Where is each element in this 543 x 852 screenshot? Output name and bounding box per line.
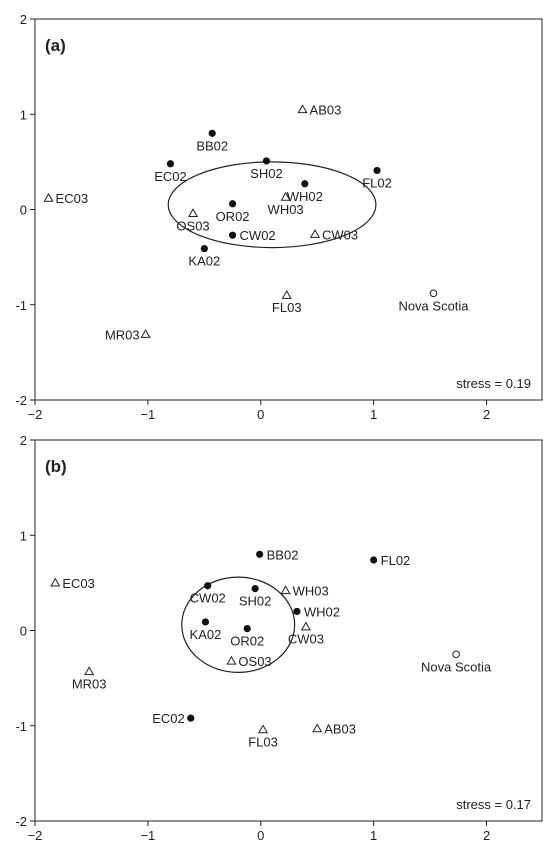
point-label: WH03 (293, 583, 329, 598)
point-label: OR02 (216, 209, 250, 224)
point-marker-nova-scotia (429, 289, 438, 298)
point-marker-2003 (140, 329, 151, 338)
point-marker-2003 (257, 724, 269, 734)
point-marker-2002 (243, 624, 251, 633)
point-marker-2003 (84, 666, 95, 676)
point-label: SH02 (239, 594, 272, 609)
point-label: BB02 (267, 547, 299, 562)
y-tick-label: 1 (20, 107, 27, 122)
point-label: CW02 (190, 591, 226, 606)
point-marker-2003 (300, 621, 311, 631)
point-label: AB03 (324, 722, 356, 737)
point-marker-2002 (201, 618, 210, 626)
point-marker-2002 (293, 607, 301, 616)
point-label: AB03 (310, 102, 342, 117)
y-tick-label: -2 (15, 393, 27, 408)
y-tick-label: -1 (15, 298, 27, 313)
point-label: OS03 (176, 218, 209, 233)
point-marker-2002 (256, 550, 264, 558)
x-tick-label: −1 (140, 828, 155, 843)
y-tick-label: 0 (20, 624, 27, 639)
point-label: WH03 (268, 202, 304, 217)
point-label: SH02 (250, 166, 283, 181)
x-tick-label: −2 (28, 828, 43, 843)
panel-label: (a) (45, 36, 66, 55)
plot-frame (34, 439, 543, 822)
y-tick-label: -1 (15, 719, 27, 734)
point-marker-2002 (301, 180, 309, 188)
point-marker-2003 (280, 191, 291, 201)
point-label: OS03 (238, 654, 271, 669)
point-label: FL03 (272, 300, 302, 315)
x-tick-label: 1 (370, 407, 377, 422)
point-marker-2002 (204, 582, 212, 590)
x-tick-label: 2 (483, 407, 490, 422)
x-tick-label: 2 (483, 828, 490, 843)
point-marker-2003 (309, 229, 321, 238)
point-label: Nova Scotia (398, 298, 469, 313)
x-tick-label: −1 (140, 407, 155, 422)
panel-a: −2 −1 0 1 2 -2 -1 0 1 2 (a) stress = 0.19 AB03 BB02 EC… (15, 12, 543, 422)
y-tick-label: 1 (20, 528, 27, 543)
x-tick-label: 0 (257, 828, 264, 843)
point-marker-2002 (370, 556, 378, 564)
point-label: EC03 (62, 576, 95, 591)
panel-b: −2 −1 0 1 2 -2 -1 0 1 2 (b) stress = 0.17 BB02 FL02 EC… (15, 433, 543, 843)
y-tick-label: 2 (20, 433, 27, 448)
point-label: CW02 (240, 228, 276, 243)
point-marker-2003 (312, 723, 323, 733)
point-label: OR02 (230, 634, 264, 649)
point-marker-2003 (226, 655, 237, 665)
group-ellipse (181, 576, 296, 674)
point-marker-2002 (251, 584, 259, 593)
stress-label: stress = 0.19 (456, 376, 531, 391)
point-label: FL03 (248, 735, 278, 750)
group-ellipse (167, 161, 377, 249)
point-marker-2002 (208, 129, 216, 137)
point-marker-2002 (200, 244, 208, 253)
point-marker-2002 (166, 160, 175, 168)
x-tick-label: 1 (370, 828, 377, 843)
point-marker-2003 (50, 577, 61, 587)
y-tick-label: 0 (20, 203, 27, 218)
point-marker-2002 (228, 200, 237, 208)
point-marker-2002 (228, 231, 237, 239)
point-label: KA02 (188, 254, 220, 269)
y-tick-label: -2 (15, 814, 27, 829)
point-marker-2003 (43, 192, 54, 202)
point-label: CW03 (322, 227, 358, 242)
panel-label: (b) (45, 457, 67, 476)
point-label: MR03 (72, 676, 107, 691)
point-marker-nova-scotia (452, 650, 460, 659)
point-label: EC02 (152, 711, 185, 726)
point-label: FL02 (381, 553, 411, 568)
point-marker-2002 (262, 157, 271, 165)
point-marker-2002 (373, 166, 381, 175)
point-label: CW03 (288, 632, 324, 647)
point-marker-2003 (187, 208, 199, 217)
x-tick-label: 0 (257, 407, 264, 422)
point-label: MR03 (105, 327, 140, 342)
point-marker-2003 (297, 104, 308, 114)
point-label: WH02 (304, 604, 340, 619)
point-label: Nova Scotia (421, 659, 492, 674)
stress-label: stress = 0.17 (456, 797, 531, 812)
y-tick-label: 2 (20, 12, 27, 27)
point-label: KA02 (190, 627, 222, 642)
point-label: WH02 (287, 189, 323, 204)
point-marker-2003 (280, 585, 291, 595)
point-marker-2003 (281, 290, 292, 299)
point-marker-2002 (187, 714, 195, 722)
point-label: FL02 (362, 175, 392, 190)
point-label: EC02 (154, 169, 187, 184)
point-label: BB02 (196, 138, 228, 153)
x-tick-label: −2 (28, 407, 43, 422)
point-label: EC03 (56, 191, 89, 206)
